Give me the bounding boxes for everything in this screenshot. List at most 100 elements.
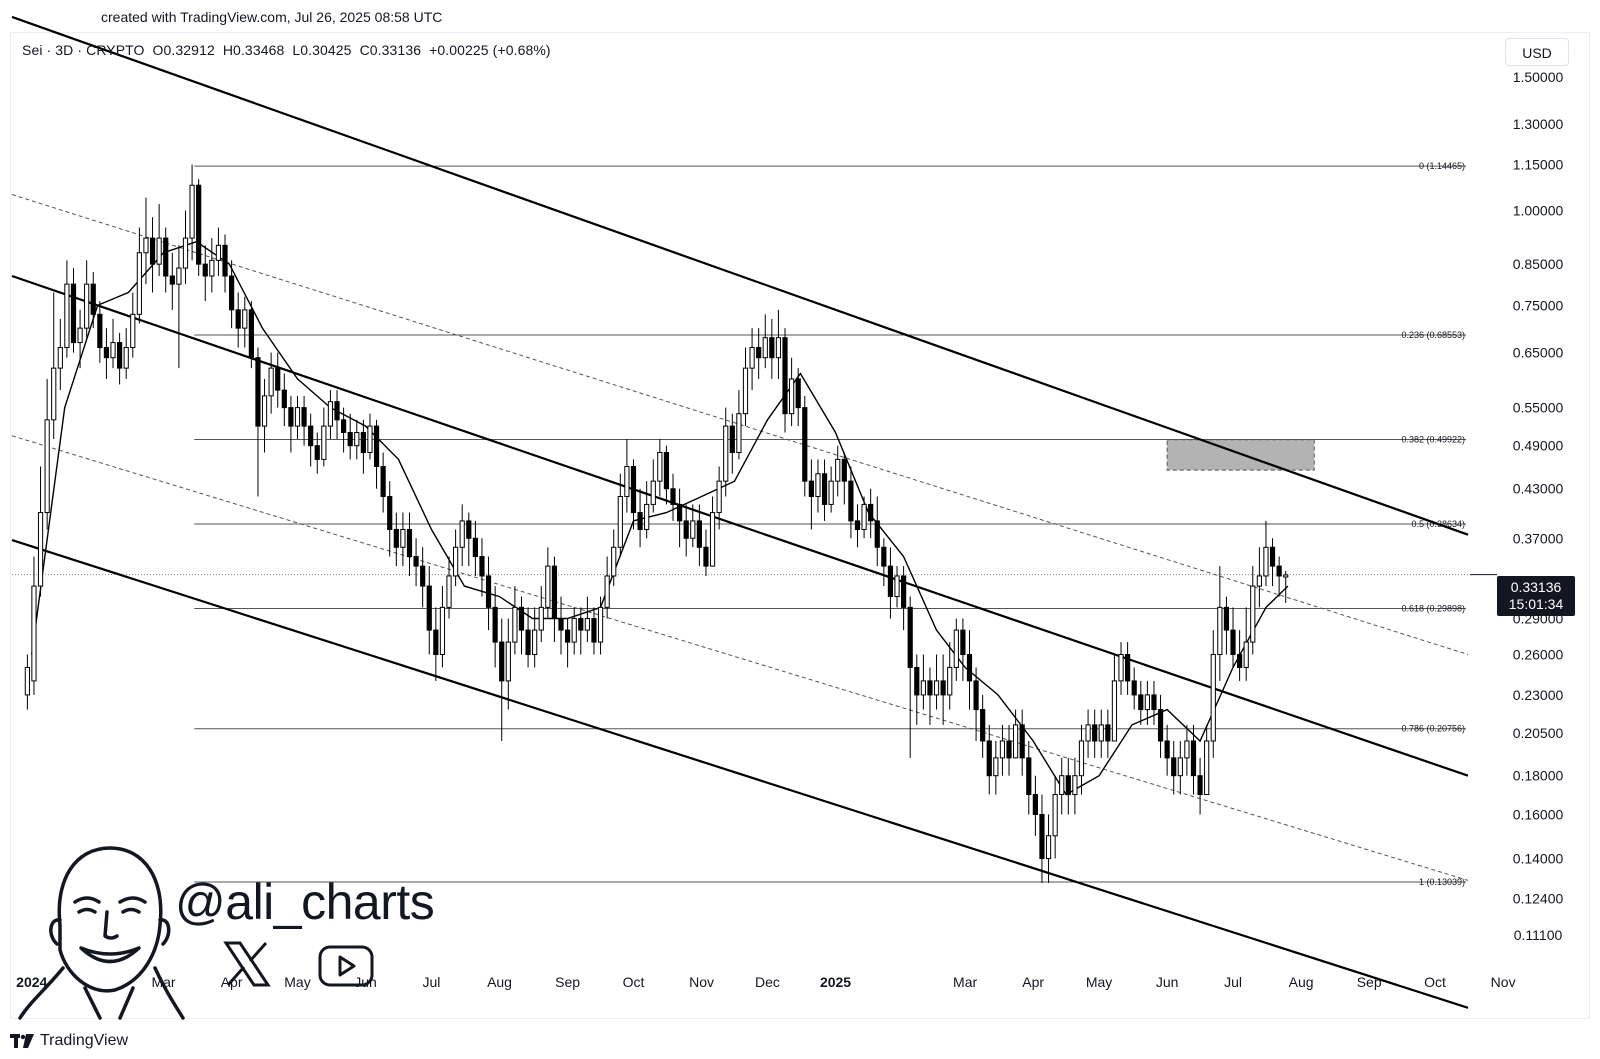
- candle: [485, 556, 492, 631]
- candle: [242, 296, 248, 348]
- candle-body: [901, 575, 907, 608]
- candle: [980, 694, 986, 758]
- candle: [947, 642, 953, 710]
- candle-body: [565, 629, 571, 643]
- candle-body: [736, 413, 742, 453]
- candle-body: [947, 666, 953, 696]
- candle: [973, 667, 979, 741]
- candle: [1171, 740, 1177, 795]
- footer: TradingView: [10, 1032, 128, 1050]
- candle-body: [1217, 606, 1223, 656]
- y-axis-tick-label: 0.49000: [1513, 438, 1564, 454]
- candle-body: [268, 367, 274, 397]
- candle: [1111, 654, 1118, 742]
- candle: [268, 352, 274, 414]
- candle: [1210, 630, 1216, 758]
- candle: [868, 488, 874, 539]
- candle-body: [960, 629, 966, 656]
- candle: [1283, 570, 1289, 603]
- author-handle: @ali_charts: [175, 874, 435, 930]
- candle-body: [215, 244, 222, 261]
- candle: [1118, 642, 1124, 695]
- candle-body: [999, 740, 1006, 759]
- candle: [670, 473, 676, 521]
- candle: [518, 596, 525, 655]
- candle-body: [650, 480, 656, 505]
- candle-body: [1230, 629, 1236, 656]
- candles-layer: [24, 164, 1289, 883]
- candle: [769, 318, 775, 379]
- candle: [1006, 724, 1012, 776]
- candle-body: [815, 473, 821, 497]
- x-axis-tick-label: 2024: [16, 974, 47, 990]
- candle-body: [927, 680, 933, 696]
- channel-solid-line: [11, 538, 1469, 1009]
- candle: [1190, 724, 1197, 795]
- candle: [1105, 709, 1111, 758]
- candle-body: [1078, 740, 1085, 777]
- candle-body: [742, 367, 749, 415]
- candle: [571, 607, 577, 655]
- y-axis-tick-label: 0.85000: [1513, 256, 1564, 272]
- candle-body: [1184, 740, 1190, 759]
- x-axis-tick-label: Mar: [953, 974, 977, 990]
- candle-body: [453, 546, 459, 577]
- candle: [637, 488, 643, 548]
- x-axis-tick-label: Nov: [689, 974, 714, 990]
- candle: [1276, 556, 1282, 597]
- candle-body: [854, 520, 861, 530]
- candle: [657, 439, 663, 497]
- candle-body: [538, 606, 544, 631]
- candle: [597, 596, 604, 655]
- candle: [1223, 596, 1230, 655]
- candle: [1164, 724, 1170, 776]
- candle: [466, 512, 472, 567]
- candle: [97, 301, 103, 363]
- fib-level-label: 0.236 (0.68553): [1401, 330, 1465, 340]
- candle: [1151, 680, 1157, 725]
- y-axis-tick-label: 0.55000: [1513, 400, 1564, 416]
- symbol-legend[interactable]: Sei · 3D · CRYPTO O0.32912 H0.33468 L0.3042…: [22, 42, 559, 58]
- candle: [176, 245, 182, 369]
- candle-body: [44, 419, 50, 514]
- youtube-play-icon: [318, 945, 374, 987]
- candle-body: [202, 263, 208, 277]
- symbol-name[interactable]: Sei · 3D · CRYPTO: [22, 42, 145, 58]
- candle-body: [914, 666, 920, 696]
- candle: [848, 466, 854, 539]
- candle: [380, 452, 386, 513]
- candle-body: [980, 709, 986, 742]
- candle-body: [1263, 546, 1269, 577]
- candle: [604, 556, 610, 619]
- candle: [1144, 680, 1150, 725]
- candle: [1184, 724, 1190, 776]
- candle: [400, 512, 406, 567]
- candle-body: [235, 309, 241, 329]
- candle: [782, 328, 788, 433]
- candle-body: [881, 546, 887, 567]
- candle: [1269, 538, 1276, 587]
- y-axis-tick-label: 0.11100: [1514, 927, 1563, 943]
- candle-body: [1013, 724, 1019, 759]
- candle-body: [677, 503, 683, 522]
- candle-body: [663, 451, 670, 490]
- y-axis-tick-label: 0.16000: [1513, 807, 1564, 823]
- candle-body: [1256, 575, 1262, 587]
- candle: [1013, 709, 1019, 759]
- candle: [360, 419, 366, 474]
- candle-body: [973, 680, 979, 711]
- candle: [907, 596, 913, 758]
- candle-body: [413, 556, 419, 567]
- candle: [835, 445, 841, 497]
- candle-body: [657, 451, 663, 482]
- candle: [334, 390, 340, 440]
- candle: [578, 607, 584, 655]
- candle: [459, 504, 465, 567]
- candle-body: [400, 528, 406, 548]
- candle: [538, 586, 544, 643]
- candle-body: [485, 575, 492, 608]
- currency-button[interactable]: USD: [1505, 38, 1569, 66]
- candle-body: [110, 342, 116, 359]
- x-axis-tick-label: Nov: [1491, 974, 1516, 990]
